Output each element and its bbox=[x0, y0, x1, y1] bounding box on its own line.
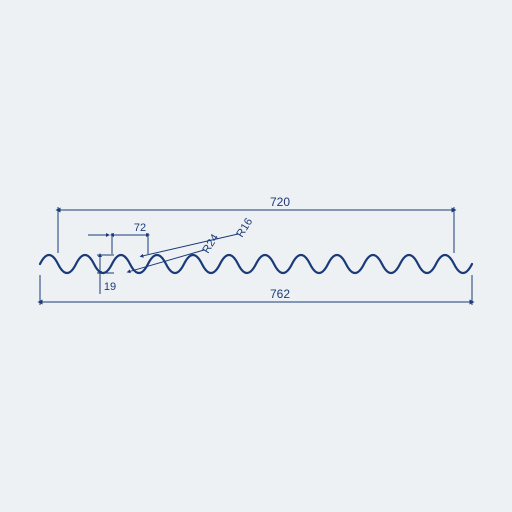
dim-top-width-value: 720 bbox=[270, 195, 290, 209]
radius-inner: R24 bbox=[129, 232, 222, 272]
radius-outer: R16 bbox=[142, 216, 256, 256]
radius-outer-value: R16 bbox=[234, 216, 255, 239]
dim-top-width: 720 bbox=[58, 195, 454, 253]
diagram-stage: 720 72 762 19 R24 R16 bbox=[0, 0, 512, 512]
radius-inner-value: R24 bbox=[200, 232, 221, 255]
dim-depth-value: 19 bbox=[104, 281, 116, 293]
dim-pitch: 72 bbox=[88, 222, 148, 254]
dim-total-width-value: 762 bbox=[270, 287, 290, 301]
dim-pitch-value: 72 bbox=[134, 222, 146, 234]
diagram-svg: 720 72 762 19 R24 R16 bbox=[0, 0, 512, 512]
corrugation-profile bbox=[40, 255, 472, 273]
